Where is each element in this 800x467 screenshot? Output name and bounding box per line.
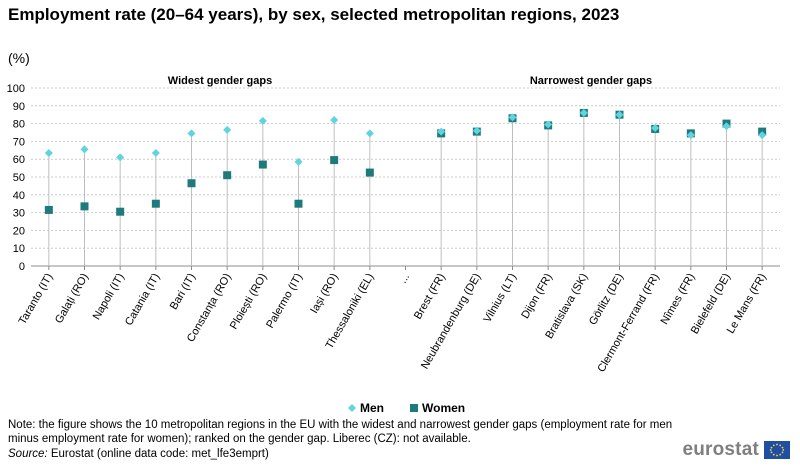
source-label: Source: xyxy=(8,448,48,460)
x-tick-label: Görlitz (DE) xyxy=(587,272,626,328)
x-tick-label: Catania (IT) xyxy=(123,272,162,328)
x-tick-label: Bari (IT) xyxy=(168,272,198,312)
chart: 0 10 20 30 40 50 60 70 80 90 100 Taranto (IT)Galaț… xyxy=(7,75,780,415)
x-tick-label: Galați (RO) xyxy=(53,272,91,326)
eu-flag-icon xyxy=(764,441,790,459)
men-point xyxy=(116,153,125,162)
men-point xyxy=(80,145,89,154)
women-point xyxy=(116,207,125,216)
men-point xyxy=(579,108,588,117)
grid xyxy=(31,87,780,267)
group-label-widest: Widest gender gaps xyxy=(168,75,272,87)
women-point xyxy=(44,205,53,214)
chart-title: Employment rate (20–64 years), by sex, s… xyxy=(8,5,620,24)
y-tick-label: 30 xyxy=(13,208,25,220)
source-text: Eurostat (online data code: met_lfe3empr… xyxy=(50,448,269,460)
women-point xyxy=(294,199,303,208)
men-point xyxy=(615,110,624,119)
legend-men-label: Men xyxy=(360,401,384,415)
eurostat-logo: eurostat xyxy=(682,439,790,461)
stems xyxy=(48,112,763,266)
men-point xyxy=(437,127,446,136)
y-tick-label: 40 xyxy=(13,190,25,202)
x-tick-label: Le Mans (FR) xyxy=(725,272,769,336)
men-point xyxy=(472,126,481,135)
men-point xyxy=(44,148,53,157)
y-tick-label: 50 xyxy=(13,172,25,184)
legend-women-label: Women xyxy=(422,401,465,415)
men-point xyxy=(686,131,695,140)
y-tick-label: 20 xyxy=(13,225,25,237)
unit-label: (%) xyxy=(8,50,30,66)
marks xyxy=(44,108,767,216)
men-point xyxy=(722,122,731,131)
x-tick-label: Taranto (IT) xyxy=(17,272,56,327)
x-tick-label: Nîmes (FR) xyxy=(659,272,698,327)
men-point xyxy=(758,131,767,140)
men-point xyxy=(544,120,553,129)
y-axis: 0 10 20 30 40 50 60 70 80 90 100 xyxy=(7,83,780,273)
y-tick-label: 70 xyxy=(13,136,25,148)
y-tick-label: 80 xyxy=(13,119,25,131)
chart-source: Source: Eurostat (online data code: met_… xyxy=(8,448,269,460)
legend-men-marker xyxy=(348,404,356,412)
x-axis: Taranto (IT)Galați (RO) Napoli (IT)Catani… xyxy=(17,266,769,374)
men-point xyxy=(223,125,232,134)
x-tick-label: Ploiești (RO) xyxy=(228,272,270,332)
women-point xyxy=(258,160,267,169)
chart-note: Note: the figure shows the 10 metropolit… xyxy=(8,419,673,445)
men-point xyxy=(365,129,374,138)
y-tick-label: 100 xyxy=(7,83,25,95)
y-tick-label: 10 xyxy=(13,243,25,255)
x-tick-label: Vilnius (LT) xyxy=(481,272,519,325)
legend: Men Women xyxy=(348,401,465,415)
men-point xyxy=(151,148,160,157)
women-point xyxy=(223,171,232,180)
y-tick-label: 60 xyxy=(13,154,25,166)
x-tick-label: Palermo (IT) xyxy=(264,272,305,331)
logo-text: eurostat xyxy=(682,439,759,460)
y-tick-label: 0 xyxy=(19,261,25,273)
men-point xyxy=(258,116,267,125)
x-tick-label: Clermont-Ferrand (FR) xyxy=(595,272,661,375)
women-point xyxy=(80,202,89,211)
men-point xyxy=(508,113,517,122)
men-point xyxy=(330,116,339,125)
men-point xyxy=(294,157,303,166)
women-point xyxy=(151,199,160,208)
women-point xyxy=(187,179,196,188)
x-tick-label: Brest (FR) xyxy=(412,272,448,322)
x-tick-label: Napoli (IT) xyxy=(91,272,127,322)
group-label-narrowest: Narrowest gender gaps xyxy=(530,75,652,87)
women-point xyxy=(330,156,339,165)
x-tick-label: Dijon (FR) xyxy=(519,272,554,321)
men-point xyxy=(187,129,196,138)
women-point xyxy=(365,168,374,177)
x-tick-label: Iași (RO) xyxy=(308,272,340,316)
y-tick-label: 90 xyxy=(13,101,25,113)
legend-women-marker xyxy=(410,404,418,412)
men-point xyxy=(651,124,660,133)
x-tick-label: ... xyxy=(397,272,412,286)
